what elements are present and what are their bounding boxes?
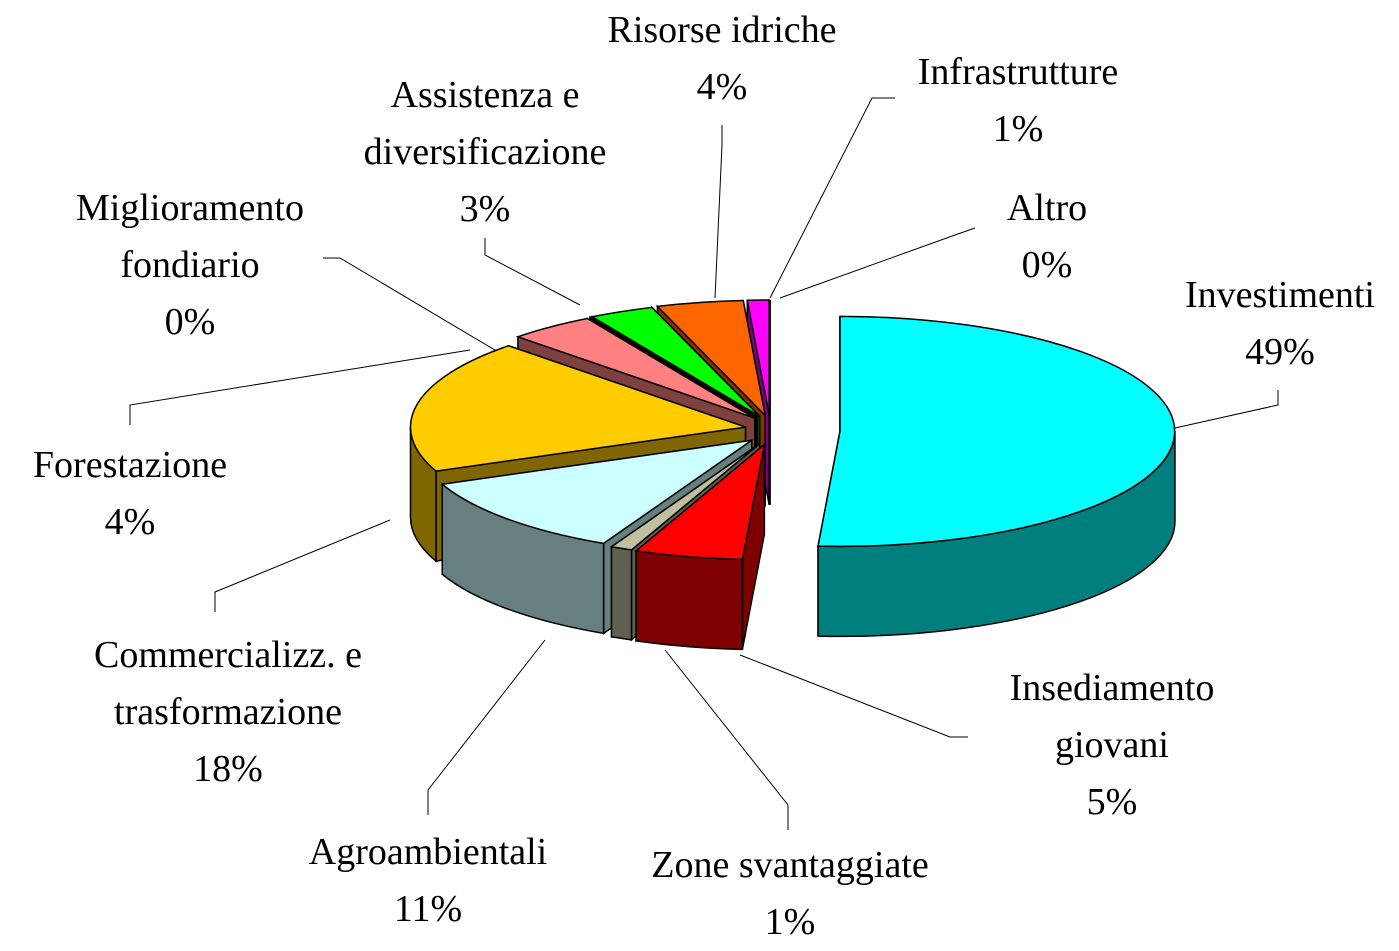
value-label: 0% — [947, 237, 1147, 294]
value-label: 1% — [868, 101, 1168, 158]
category-label: Agroambientali — [258, 824, 598, 881]
value-label: 1% — [590, 894, 990, 951]
value-label: 4% — [0, 494, 260, 551]
category-label: Zone svantaggiate — [590, 837, 990, 894]
value-label: 4% — [562, 59, 882, 116]
value-label: 5% — [982, 774, 1242, 831]
value-label: 11% — [258, 881, 598, 938]
category-label: Altro — [947, 180, 1147, 237]
value-label: 18% — [58, 741, 398, 798]
slice-side — [636, 551, 742, 650]
category-label: Forestazione — [0, 437, 260, 494]
leader-line — [715, 125, 722, 298]
slice-side — [612, 547, 632, 640]
leader-line — [780, 228, 975, 298]
value-label: 0% — [50, 294, 330, 351]
leader-line — [1175, 390, 1278, 428]
value-label: 3% — [325, 181, 645, 238]
category-label: Risorse idriche — [562, 2, 882, 59]
leader-line — [740, 655, 968, 737]
leader-line — [485, 238, 580, 305]
category-label: Commercializz. e trasformazione — [58, 627, 398, 741]
value-label: 49% — [1150, 324, 1399, 381]
leader-line — [665, 650, 788, 830]
leader-line — [323, 258, 515, 362]
category-label: Investimenti — [1150, 267, 1399, 324]
pie — [410, 300, 1174, 649]
category-label: Miglioramento fondiario — [50, 180, 330, 294]
category-label: Insediamento giovani — [982, 660, 1242, 774]
category-label: Infrastrutture — [868, 44, 1168, 101]
leader-line — [428, 640, 545, 815]
